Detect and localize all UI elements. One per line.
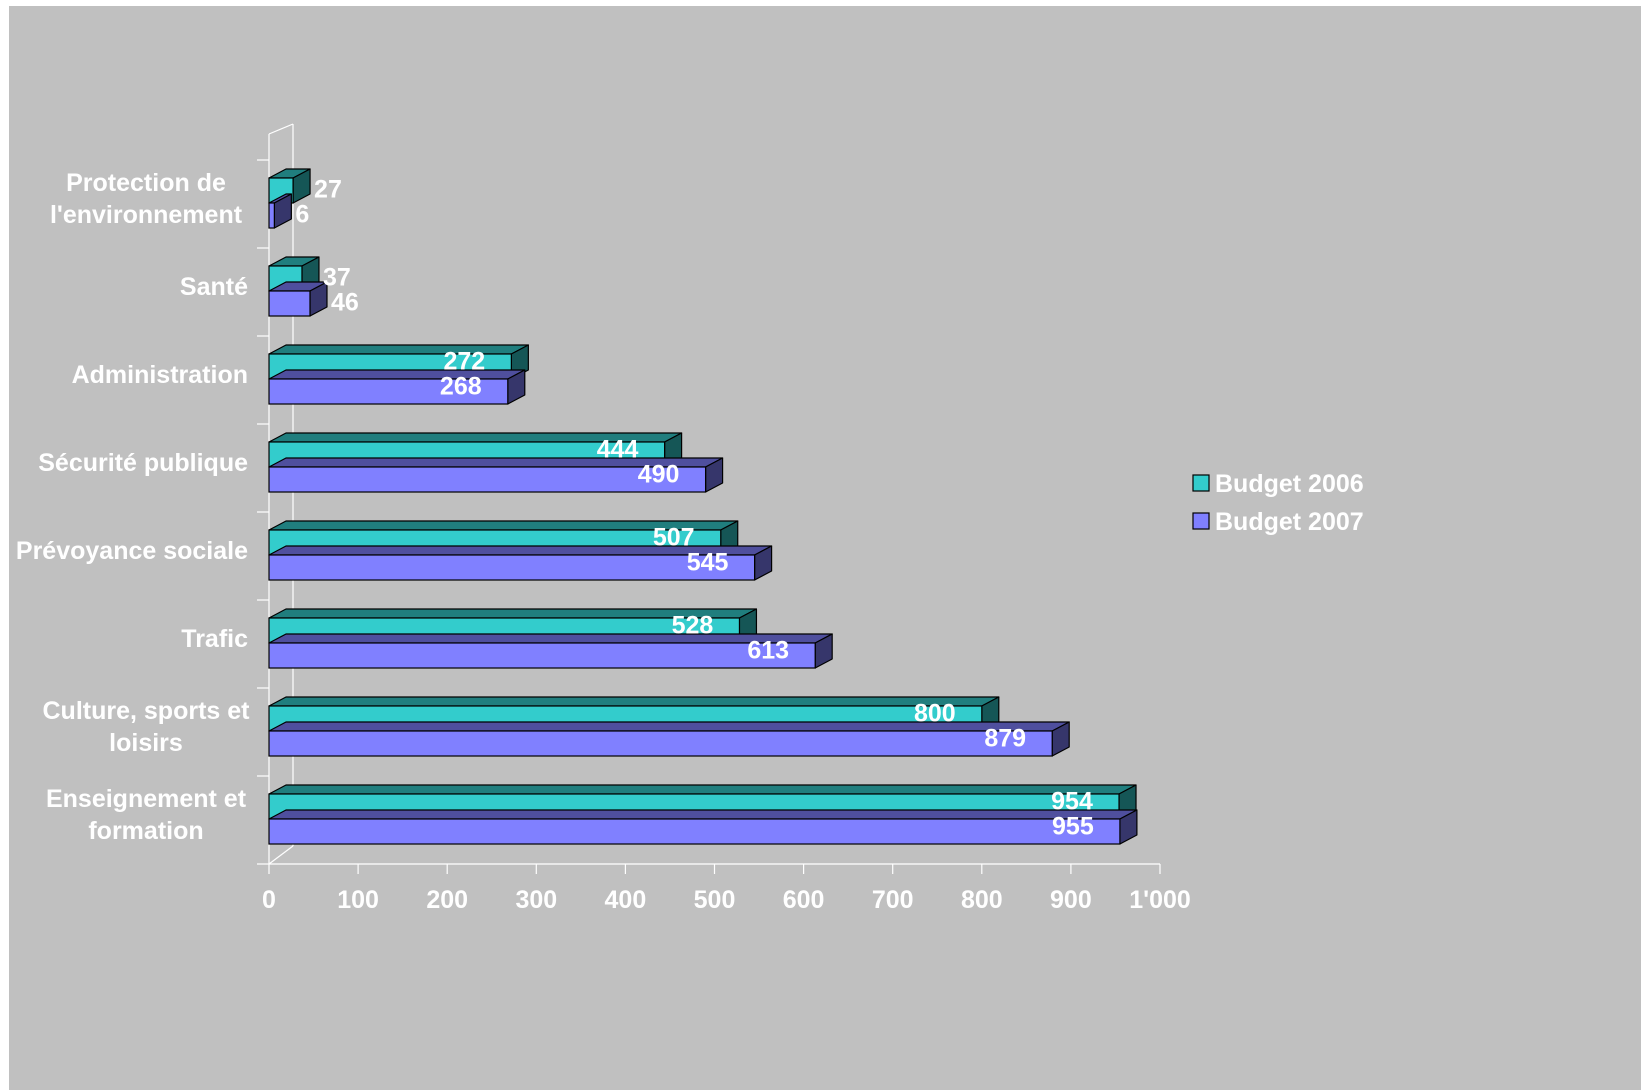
x-tick-label: 800 <box>961 886 1003 914</box>
bar-front-face <box>268 466 707 493</box>
x-tick-label: 700 <box>872 886 914 914</box>
legend-item: Budget 2006 <box>1192 470 1364 498</box>
x-tick-label: 300 <box>515 886 557 914</box>
data-label: 6 <box>295 201 309 229</box>
bar <box>268 281 328 317</box>
x-tick-label: 200 <box>426 886 468 914</box>
category-label: Protection de l'environnement <box>50 169 243 229</box>
data-label: 27 <box>314 176 342 204</box>
category-label: Trafic <box>181 625 248 653</box>
x-tick-label: 1'000 <box>1129 886 1191 914</box>
legend-item: Budget 2007 <box>1192 508 1364 536</box>
bar-top-face <box>268 696 1000 707</box>
legend: Budget 2006 Budget 2007 <box>1192 470 1364 536</box>
bar <box>268 457 724 493</box>
bar-top-face <box>268 369 526 380</box>
data-label: 490 <box>638 461 680 489</box>
category-label-line: Trafic <box>181 625 248 653</box>
x-tick-label: 500 <box>694 886 736 914</box>
bar-front-face <box>268 554 756 581</box>
bar-front-face <box>268 290 311 317</box>
floor-edge <box>268 845 294 865</box>
wall-top-edge <box>268 123 294 135</box>
bar-top-face <box>268 784 1137 795</box>
data-label: 800 <box>914 700 956 728</box>
bar-front-face <box>268 818 1121 845</box>
data-label: 272 <box>443 348 485 376</box>
chart-panel: 954 955 800 879 528 613 507 545 444 490 272 268 37 46… <box>9 6 1641 1090</box>
bar-front-face <box>268 378 509 405</box>
data-label: 37 <box>323 264 351 292</box>
bar <box>268 721 1070 757</box>
category-labels: Enseignement et formation Culture, sports … <box>16 169 250 845</box>
data-label: 46 <box>331 289 359 317</box>
data-label: 444 <box>597 436 639 464</box>
data-label: 955 <box>1052 813 1094 841</box>
bar-top-face <box>268 344 529 355</box>
axes <box>257 123 1161 874</box>
bar <box>268 545 773 581</box>
category-label-line: Enseignement et <box>46 785 247 813</box>
bar-top-face <box>268 809 1138 820</box>
data-label: 879 <box>984 725 1026 753</box>
category-label-line: Culture, sports et <box>43 697 251 725</box>
data-label: 268 <box>440 373 482 401</box>
category-label-line: formation <box>88 817 203 845</box>
bar-front-face <box>268 730 1053 757</box>
category-label-line: Prévoyance sociale <box>16 537 248 565</box>
category-label: Santé <box>180 273 248 301</box>
bars <box>268 168 1138 845</box>
category-label: Sécurité publique <box>38 449 248 477</box>
bar-front-face <box>268 642 816 669</box>
legend-swatch <box>1192 474 1210 492</box>
category-label-line: Administration <box>72 361 248 389</box>
category-label: Administration <box>72 361 248 389</box>
x-tick-label: 100 <box>337 886 379 914</box>
legend-swatch <box>1192 512 1210 530</box>
bar <box>268 809 1138 845</box>
data-label: 507 <box>653 524 695 552</box>
category-label-line: Santé <box>180 273 248 301</box>
category-label-line: Protection de <box>66 169 226 197</box>
data-label: 545 <box>687 549 729 577</box>
bar-front-face <box>268 202 275 229</box>
x-tick-label: 400 <box>605 886 647 914</box>
category-label-line: loisirs <box>109 729 183 757</box>
category-label-line: Sécurité publique <box>38 449 248 477</box>
bar <box>268 193 292 229</box>
category-label: Enseignement et formation <box>46 785 247 845</box>
bar <box>268 369 526 405</box>
category-label: Prévoyance sociale <box>16 537 248 565</box>
bar <box>268 633 833 669</box>
x-tick-labels: 0 100 200 300 400 500 600 700 800 900 1'000 <box>262 886 1191 914</box>
category-label: Culture, sports et loisirs <box>43 697 251 757</box>
data-label: 954 <box>1051 788 1093 816</box>
x-tick-label: 600 <box>783 886 825 914</box>
legend-label: Budget 2006 <box>1215 470 1364 498</box>
x-tick-label: 900 <box>1050 886 1092 914</box>
data-label: 613 <box>747 637 789 665</box>
data-label: 528 <box>672 612 714 640</box>
category-label-line: l'environnement <box>50 201 243 229</box>
legend-label: Budget 2007 <box>1215 508 1364 536</box>
x-tick-label: 0 <box>262 886 276 914</box>
